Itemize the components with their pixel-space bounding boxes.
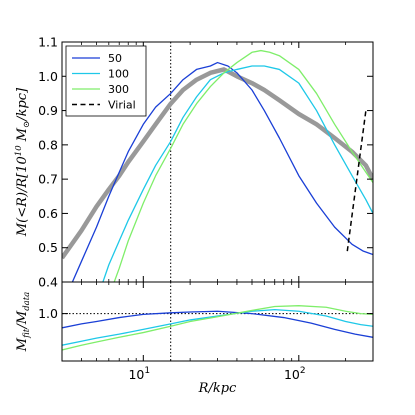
bottom-series-line-300 [62, 305, 373, 351]
top-y-tick-label: 0.7 [38, 172, 58, 187]
top-y-tick-label: 1.0 [38, 69, 58, 84]
top-y-tick-label: 1.1 [38, 35, 58, 50]
bottom-series-line-100 [62, 308, 373, 346]
legend: 50 100 300 Virial [65, 45, 147, 117]
axis-labels: 101 102 R/kpc M(<R)/R[1010 M⊙/kpc] Mfit /Mda… [14, 87, 306, 396]
top-series-line-300 [113, 49, 373, 282]
top-series-line-50 [71, 61, 373, 282]
bottom-y-axis-label: Mfit /Mdata [15, 292, 32, 352]
top-series-line-virial [346, 110, 367, 252]
x-axis-label: R/kpc [198, 381, 237, 396]
legend-label-300: 300 [108, 83, 129, 96]
legend-label-virial: Virial [108, 99, 136, 112]
x-tick-label: 101 [128, 366, 150, 382]
bottom-axes-frame [61, 281, 374, 362]
top-y-tick-label: 0.8 [38, 137, 58, 152]
top-y-tick-label: 0.5 [38, 240, 58, 255]
legend-label-50: 50 [108, 52, 122, 65]
top-y-tick-label: 0.4 [38, 275, 58, 290]
x-tick-label: 102 [284, 366, 306, 382]
top-panel: 0.4 0.5 0.6 0.7 0.8 0.9 1.0 1.1 [38, 35, 374, 290]
bottom-y-tick-label: 1.0 [38, 306, 58, 321]
bottom-panel: 1.0 [38, 281, 374, 362]
top-y-axis-label: M(<R)/R[1010 M⊙/kpc] [14, 87, 32, 237]
top-y-tick-label: 0.9 [38, 103, 58, 118]
bottom-series-line-50 [62, 310, 373, 338]
legend-label-100: 100 [108, 68, 129, 81]
top-y-tick-label: 0.6 [38, 206, 58, 221]
